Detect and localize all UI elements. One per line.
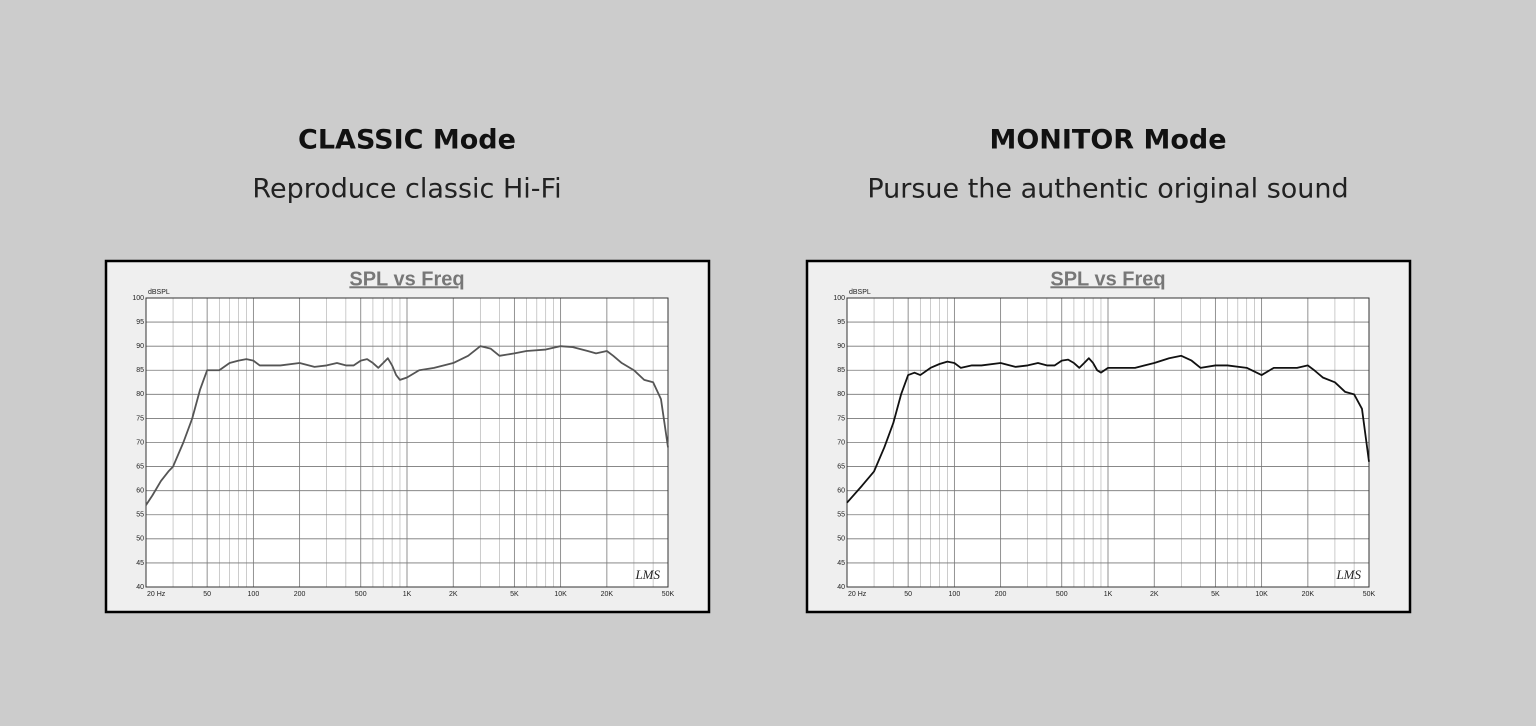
- chart-title: SPL vs Freq: [349, 268, 464, 290]
- y-tick-label: 85: [136, 367, 144, 374]
- y-tick-label: 75: [136, 415, 144, 422]
- watermark: LMS: [634, 567, 660, 582]
- y-tick-label: 50: [837, 536, 845, 543]
- y-tick-label: 60: [136, 488, 144, 495]
- plot-border: [846, 297, 1370, 588]
- y-tick-label: 100: [833, 295, 845, 302]
- mode-heading: CLASSIC Mode: [298, 125, 516, 156]
- y-tick-label: 85: [837, 367, 845, 374]
- y-tick-label: 65: [136, 463, 144, 470]
- x-tick-label: 2K: [449, 591, 458, 598]
- x-tick-label: 50: [203, 591, 211, 598]
- y-tick-label: 40: [837, 584, 845, 591]
- x-tick-label: 5K: [1211, 591, 1220, 598]
- x-tick-label: 20K: [601, 591, 614, 598]
- x-tick-label: 100: [949, 591, 961, 598]
- response-curve: [145, 345, 669, 506]
- y-tick-label: 45: [136, 560, 144, 567]
- x-tick-label: 500: [1056, 591, 1068, 598]
- y-tick-label: 70: [837, 439, 845, 446]
- x-tick-label: 2K: [1150, 591, 1159, 598]
- x-tick-label: 200: [995, 591, 1007, 598]
- mode-subtitle: Reproduce classic Hi-Fi: [252, 174, 561, 205]
- chart-title: SPL vs Freq: [1050, 268, 1165, 290]
- watermark: LMS: [1335, 567, 1361, 582]
- response-curve: [846, 354, 1370, 504]
- x-tick-label: 50K: [662, 591, 675, 598]
- y-tick-label: 80: [837, 391, 845, 398]
- y-tick-label: 80: [136, 391, 144, 398]
- x-tick-label: 20 Hz: [848, 591, 867, 598]
- x-tick-label: 100: [248, 591, 260, 598]
- y-tick-label: 50: [136, 536, 144, 543]
- y-tick-label: 95: [136, 319, 144, 326]
- y-tick-label: 65: [837, 463, 845, 470]
- y-tick-label: 55: [136, 512, 144, 519]
- mode-heading: MONITOR Mode: [989, 125, 1226, 156]
- y-tick-label: 55: [837, 512, 845, 519]
- x-tick-label: 10K: [554, 591, 567, 598]
- y-tick-label: 90: [136, 343, 144, 350]
- x-tick-label: 50: [904, 591, 912, 598]
- y-tick-label: 90: [837, 343, 845, 350]
- y-tick-label: 70: [136, 439, 144, 446]
- x-tick-label: 20K: [1302, 591, 1315, 598]
- y-tick-label: 100: [132, 295, 144, 302]
- x-tick-label: 500: [355, 591, 367, 598]
- y-tick-label: 40: [136, 584, 144, 591]
- y-tick-label: 75: [837, 415, 845, 422]
- x-tick-label: 50K: [1363, 591, 1376, 598]
- mode-subtitle: Pursue the authentic original sound: [867, 174, 1348, 205]
- x-tick-label: 5K: [510, 591, 519, 598]
- y-tick-label: 60: [837, 488, 845, 495]
- x-tick-label: 1K: [1104, 591, 1113, 598]
- y-tick-label: 45: [837, 560, 845, 567]
- y-axis-label: dBSPL: [148, 289, 170, 296]
- y-axis-label: dBSPL: [849, 289, 871, 296]
- x-tick-label: 10K: [1255, 591, 1268, 598]
- x-tick-label: 20 Hz: [147, 591, 166, 598]
- x-tick-label: 200: [294, 591, 306, 598]
- y-tick-label: 95: [837, 319, 845, 326]
- x-tick-label: 1K: [403, 591, 412, 598]
